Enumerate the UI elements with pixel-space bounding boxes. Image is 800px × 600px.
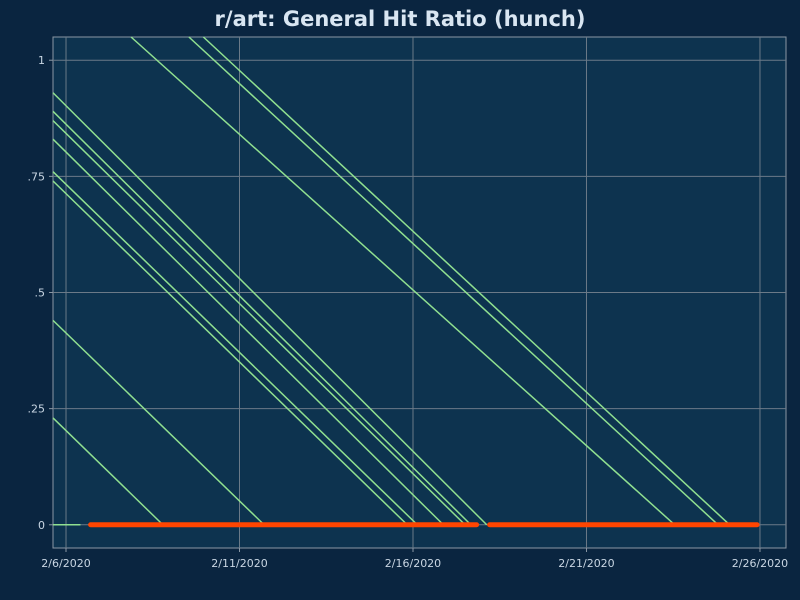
y-tick-label: .75 bbox=[28, 170, 46, 183]
decay-line-1 bbox=[52, 417, 164, 526]
y-tick-label: .5 bbox=[35, 287, 46, 300]
x-tick-label: 2/16/2020 bbox=[385, 557, 441, 570]
decay-lines bbox=[52, 36, 731, 526]
decay-line-5 bbox=[52, 138, 444, 526]
y-tick-label: .25 bbox=[28, 403, 46, 416]
decay-line-3 bbox=[52, 180, 408, 526]
x-tick-label: 2/6/2020 bbox=[41, 557, 90, 570]
x-tick-label: 2/21/2020 bbox=[558, 557, 614, 570]
x-tick-label: 2/11/2020 bbox=[211, 557, 267, 570]
decay-line-11 bbox=[202, 36, 731, 526]
y-tick-label: 1 bbox=[38, 54, 45, 67]
x-tick-label: 2/26/2020 bbox=[732, 557, 788, 570]
decay-line-4 bbox=[52, 171, 418, 526]
chart-title: r/art: General Hit Ratio (hunch) bbox=[215, 7, 586, 31]
decay-line-2 bbox=[52, 319, 265, 526]
decay-line-9 bbox=[130, 36, 676, 526]
axis-ticks: 2/6/2020 2/11/2020 2/16/2020 2/21/2020 2/26/… bbox=[28, 54, 789, 570]
decay-line-6 bbox=[52, 120, 466, 526]
decay-line-10 bbox=[188, 36, 719, 526]
decay-line-7 bbox=[52, 110, 472, 526]
decay-line-8 bbox=[52, 92, 488, 526]
y-tick-label: 0 bbox=[38, 519, 45, 532]
